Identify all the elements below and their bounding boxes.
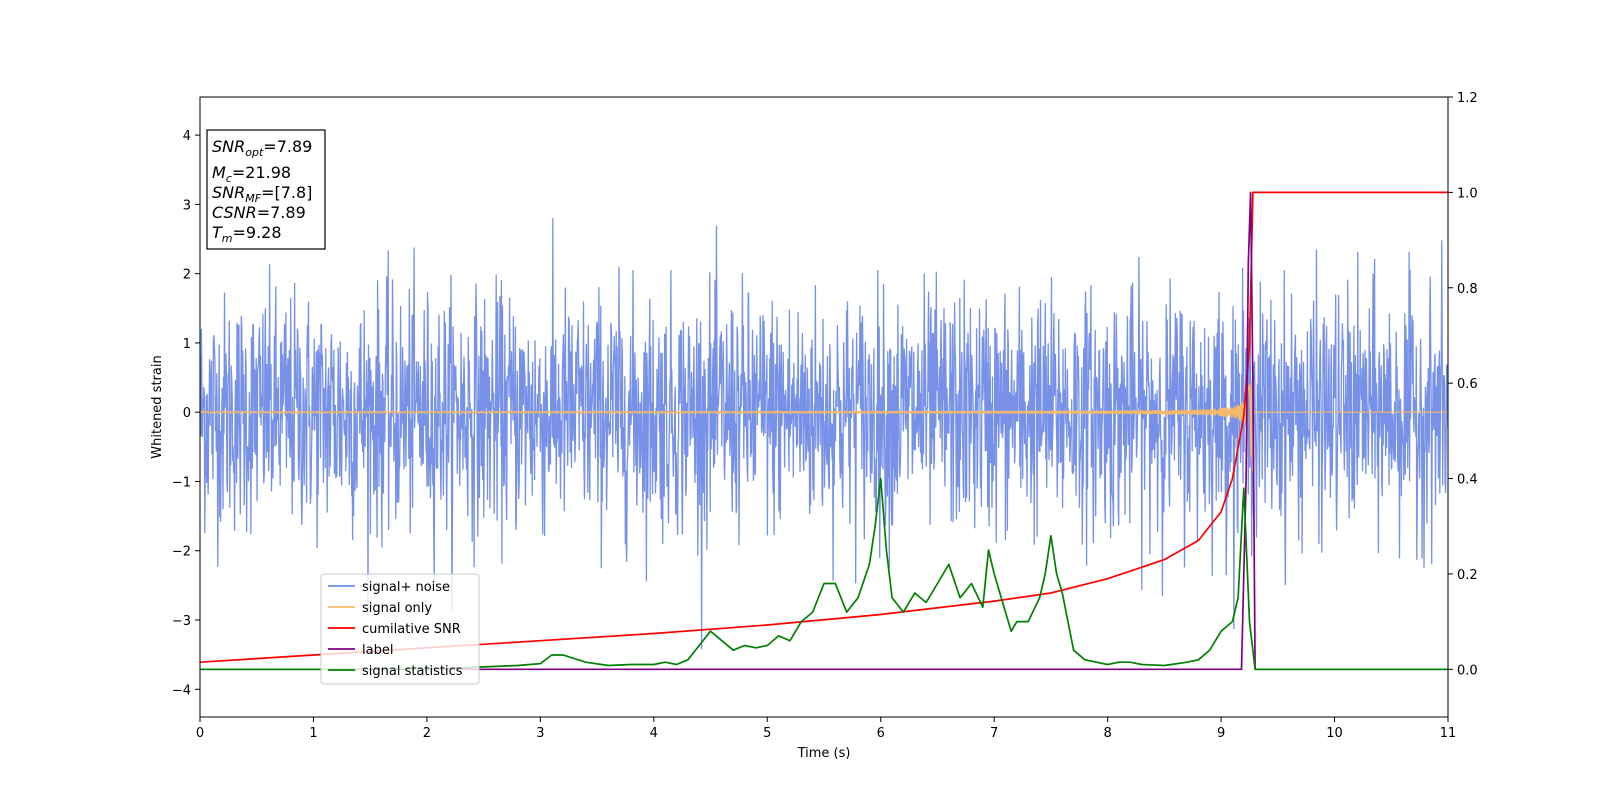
y2-tick-label: 0.6 xyxy=(1457,377,1478,392)
legend-label: signal+ noise xyxy=(362,580,450,595)
legend-label: signal only xyxy=(362,601,432,616)
x-tick-label: 10 xyxy=(1326,726,1343,741)
y2-tick-label: 0.0 xyxy=(1457,663,1478,678)
legend-label: label xyxy=(362,643,393,658)
x-tick-label: 7 xyxy=(990,726,998,741)
y2-tick-label: 0.4 xyxy=(1457,473,1478,488)
series-signal-statistics xyxy=(200,477,1448,671)
info-snr-mf: SNRMF=[7.8] xyxy=(212,183,312,205)
x-tick-label: 11 xyxy=(1440,726,1457,741)
y-axis-label: Whitened strain xyxy=(150,355,165,458)
info-box-frame xyxy=(206,129,326,250)
y-tick-label: −1 xyxy=(172,475,191,490)
info-tm: Tm=9.28 xyxy=(212,223,282,245)
series-signal-only xyxy=(200,379,1448,473)
x-tick-label: 9 xyxy=(1217,726,1225,741)
x-axis-label: Time (s) xyxy=(797,746,851,761)
y-tick-label: −2 xyxy=(172,545,191,560)
x-axis: 0 1 2 3 4 5 6 7 8 9 10 11 xyxy=(196,717,1456,741)
y-tick-label: 0 xyxy=(183,406,191,421)
plot-frame xyxy=(199,96,1449,718)
series-cumilative-snr xyxy=(200,191,1448,664)
x-tick-label: 3 xyxy=(536,726,544,741)
y2-tick-label: 1.2 xyxy=(1457,91,1478,106)
info-box: SNRopt=7.89 Mc=21.98 SNRMF=[7.8] CSNR=7.… xyxy=(206,129,326,250)
y-tick-label: −3 xyxy=(172,614,191,629)
legend-label: cumilative SNR xyxy=(362,622,461,637)
legend-frame xyxy=(320,573,480,685)
y-tick-label: 2 xyxy=(183,268,191,283)
x-tick-label: 5 xyxy=(763,726,771,741)
x-tick-label: 8 xyxy=(1103,726,1111,741)
info-csnr: CSNR=7.89 xyxy=(212,203,306,222)
y-tick-label: 4 xyxy=(183,129,191,144)
legend: signal+ noise signal only cumilative SNR la… xyxy=(320,573,480,685)
y2-tick-label: 0.2 xyxy=(1457,568,1478,583)
y-axis-left: 4 3 2 1 0 −1 −2 −3 −4 xyxy=(172,129,200,698)
x-tick-label: 2 xyxy=(423,726,431,741)
info-mc: Mc=21.98 xyxy=(212,163,291,185)
series-label xyxy=(200,191,1448,671)
legend-label: signal statistics xyxy=(362,664,463,679)
y-tick-label: −4 xyxy=(172,683,191,698)
series-layer xyxy=(200,191,1448,671)
x-tick-label: 1 xyxy=(309,726,317,741)
y2-tick-label: 1.0 xyxy=(1457,186,1478,201)
info-snr-opt: SNRopt=7.89 xyxy=(212,137,312,159)
x-tick-label: 0 xyxy=(196,726,204,741)
y2-tick-label: 0.8 xyxy=(1457,282,1478,297)
x-tick-label: 6 xyxy=(877,726,885,741)
y-tick-label: 1 xyxy=(183,337,191,352)
y-tick-label: 3 xyxy=(183,198,191,213)
x-tick-label: 4 xyxy=(650,726,658,741)
y-axis-right: 1.2 1.0 0.8 0.6 0.4 0.2 0.0 xyxy=(1448,91,1478,678)
